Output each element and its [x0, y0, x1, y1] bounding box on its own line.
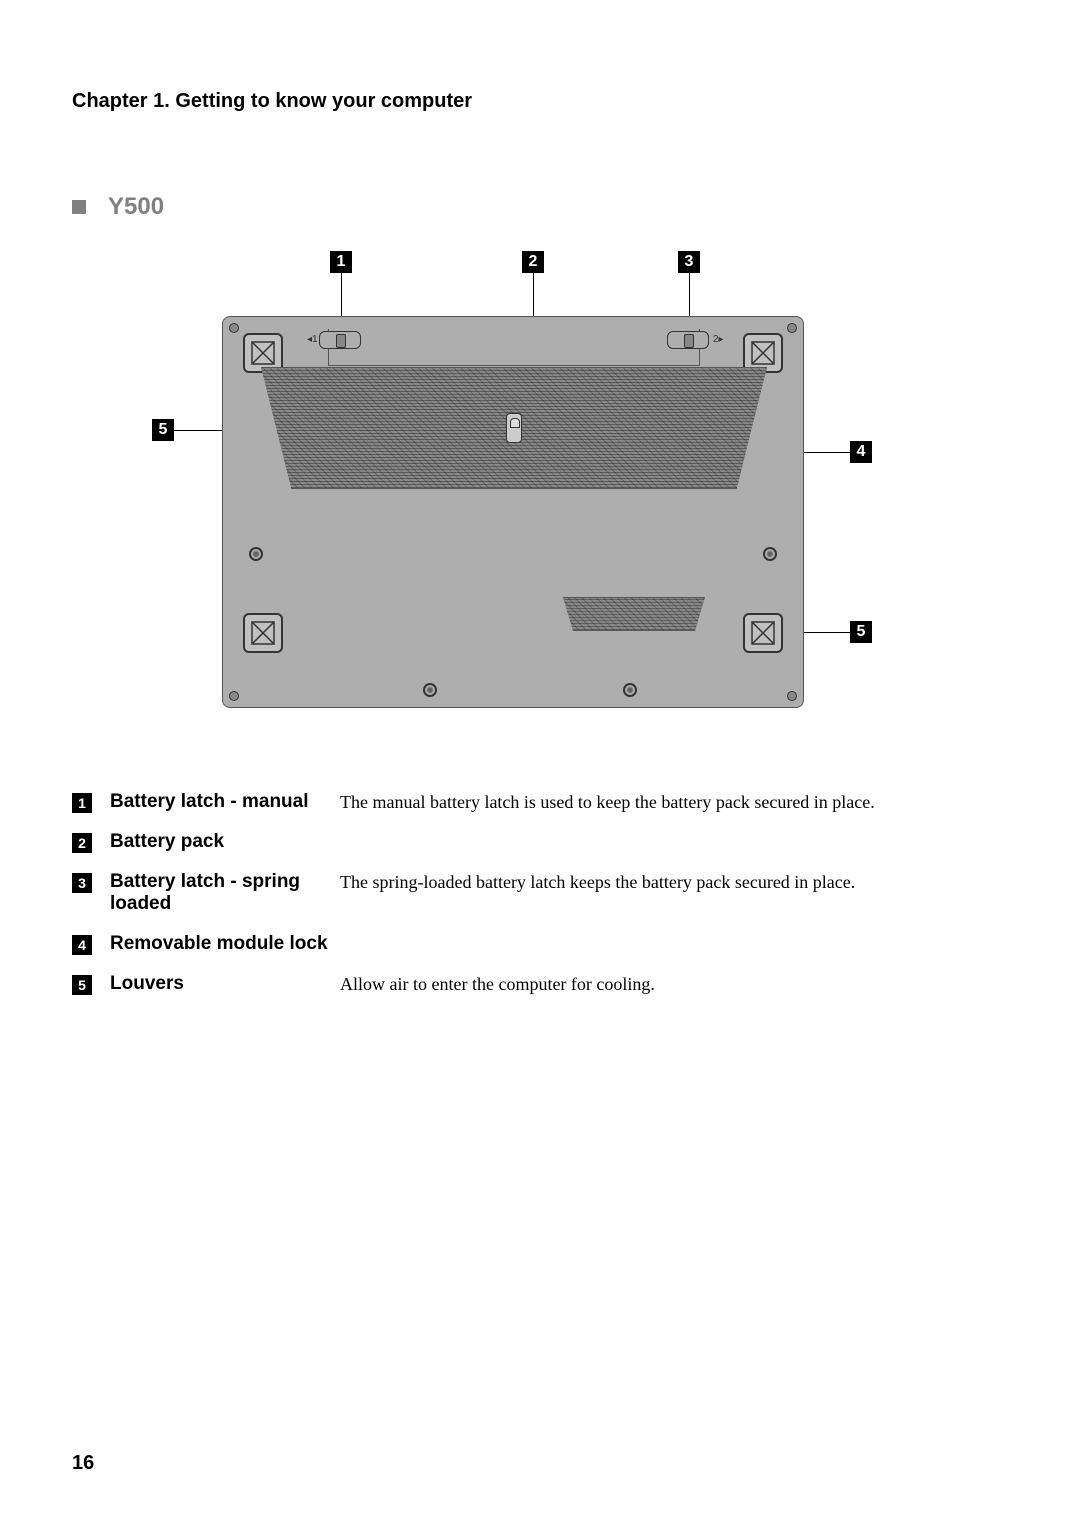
- arrow-left-icon: ◂1: [307, 334, 318, 345]
- legend-row: 1 Battery latch - manual The manual batt…: [72, 791, 1008, 813]
- screw-icon: [623, 683, 637, 697]
- laptop-body: ◂1 2▸: [222, 316, 804, 708]
- screw-icon: [423, 683, 437, 697]
- callout-5-lower: 5: [850, 621, 872, 643]
- legend-term: Battery pack: [92, 831, 340, 853]
- battery-bay: [328, 329, 700, 366]
- arrow-right-icon: 2▸: [713, 334, 724, 345]
- screw-icon: [229, 323, 239, 333]
- page-number: 16: [72, 1452, 94, 1475]
- legend: 1 Battery latch - manual The manual batt…: [72, 791, 1008, 995]
- screw-icon: [249, 547, 263, 561]
- legend-row: 3 Battery latch - spring loaded The spri…: [72, 871, 1008, 915]
- callout-5-upper: 5: [152, 419, 174, 441]
- legend-description: [340, 933, 1008, 934]
- callout-1: 1: [330, 251, 352, 273]
- module-lock-icon: [506, 413, 522, 443]
- laptop-bottom-diagram: 1 2 3 4 5 5: [152, 251, 872, 731]
- small-vent: [563, 597, 705, 631]
- legend-row: 2 Battery pack: [72, 831, 1008, 853]
- battery-latch-spring-icon: [667, 331, 709, 349]
- legend-description: The spring-loaded battery latch keeps th…: [340, 871, 1008, 893]
- legend-term: Battery latch - spring loaded: [92, 871, 340, 915]
- screw-icon: [787, 323, 797, 333]
- legend-description: [340, 831, 1008, 832]
- callout-2: 2: [522, 251, 544, 273]
- callout-3: 3: [678, 251, 700, 273]
- legend-term: Louvers: [92, 973, 340, 995]
- screw-icon: [229, 691, 239, 701]
- battery-latch-manual-icon: [319, 331, 361, 349]
- legend-description: The manual battery latch is used to keep…: [340, 791, 1008, 813]
- legend-number: 4: [72, 935, 92, 955]
- legend-row: 4 Removable module lock: [72, 933, 1008, 955]
- screw-icon: [763, 547, 777, 561]
- legend-number: 1: [72, 793, 92, 813]
- legend-number: 2: [72, 833, 92, 853]
- callout-4: 4: [850, 441, 872, 463]
- legend-description: Allow air to enter the computer for cool…: [340, 973, 1008, 995]
- legend-term: Battery latch - manual: [92, 791, 340, 813]
- screw-icon: [787, 691, 797, 701]
- legend-number: 3: [72, 873, 92, 893]
- legend-term: Removable module lock: [92, 933, 340, 955]
- section-title: Y500: [108, 193, 164, 221]
- legend-row: 5 Louvers Allow air to enter the compute…: [72, 973, 1008, 995]
- bullet-icon: [72, 200, 86, 214]
- chapter-title: Chapter 1. Getting to know your computer: [72, 90, 1008, 113]
- louver-icon: [243, 613, 283, 653]
- louver-icon: [743, 613, 783, 653]
- section-heading: Y500: [72, 193, 1008, 221]
- legend-number: 5: [72, 975, 92, 995]
